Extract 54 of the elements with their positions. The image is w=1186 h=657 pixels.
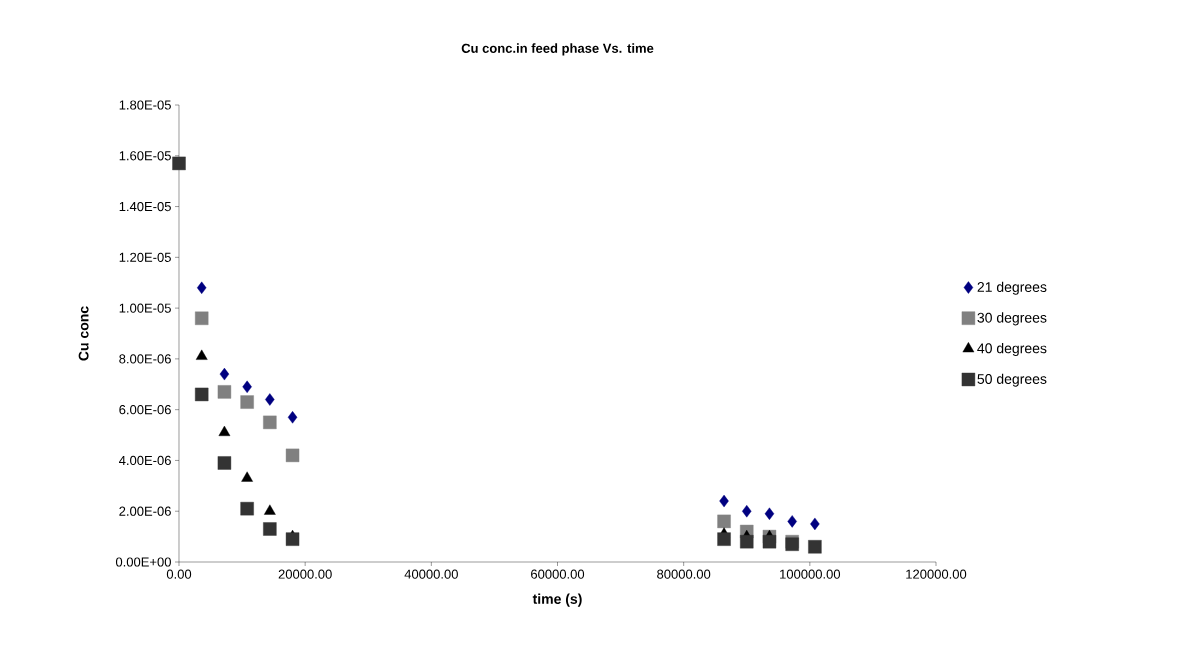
point (287, 411, 298, 424)
point (195, 387, 209, 402)
point (764, 507, 775, 520)
x-tick-label: 120000.00 (906, 569, 967, 579)
point (195, 311, 209, 325)
point (219, 367, 230, 381)
point (172, 156, 186, 171)
x-tick-label: 80000.00 (657, 569, 711, 579)
point (717, 532, 731, 546)
y-axis-title: Cu conc (78, 306, 89, 361)
legend-label: 21 degrees (977, 281, 1047, 295)
legend-label: 40 degrees (977, 343, 1047, 357)
point (742, 505, 752, 518)
point (264, 504, 276, 515)
y-tick-label: 4.00E-06 (119, 455, 171, 466)
y-tick-label: 6.00E-06 (119, 405, 171, 415)
point (217, 385, 232, 399)
y-tick-label: 0.00E+00 (115, 557, 171, 567)
point (241, 471, 253, 482)
point (197, 281, 207, 294)
point (242, 380, 252, 394)
y-tick-label: 1.40E-05 (119, 201, 171, 212)
y-tick-label: 1.20E-05 (119, 252, 171, 262)
legend-label: 50 degrees (977, 373, 1047, 387)
point (787, 515, 797, 528)
point (263, 415, 277, 430)
point (240, 501, 254, 516)
x-axis-title: time (s) (532, 593, 582, 607)
x-tick-label: 0.00 (166, 569, 192, 579)
chart-title: Cu conc.in feed phase Vs. time (461, 43, 654, 56)
y-tick-label: 1.60E-05 (119, 151, 171, 161)
x-tick-label: 20000.00 (278, 569, 332, 579)
point (762, 534, 777, 549)
point (719, 494, 729, 508)
y-tick-label: 2.00E-06 (119, 506, 171, 516)
point (265, 393, 275, 406)
point (740, 534, 754, 549)
point (285, 448, 300, 463)
point (285, 532, 300, 546)
point (240, 395, 254, 409)
point (195, 349, 208, 360)
y-tick-label: 1.00E-05 (119, 303, 171, 313)
point (263, 522, 277, 536)
x-tick-label: 100000.00 (780, 569, 841, 579)
x-tick-label: 40000.00 (404, 569, 458, 579)
point (217, 456, 232, 470)
legend-label: 30 degrees (977, 312, 1047, 326)
y-tick-label: 8.00E-06 (119, 354, 171, 364)
point (808, 540, 822, 554)
y-tick-label: 1.80E-05 (119, 100, 171, 110)
point (717, 514, 731, 529)
x-tick-label: 60000.00 (531, 569, 585, 579)
point (218, 425, 231, 436)
point (810, 517, 820, 531)
